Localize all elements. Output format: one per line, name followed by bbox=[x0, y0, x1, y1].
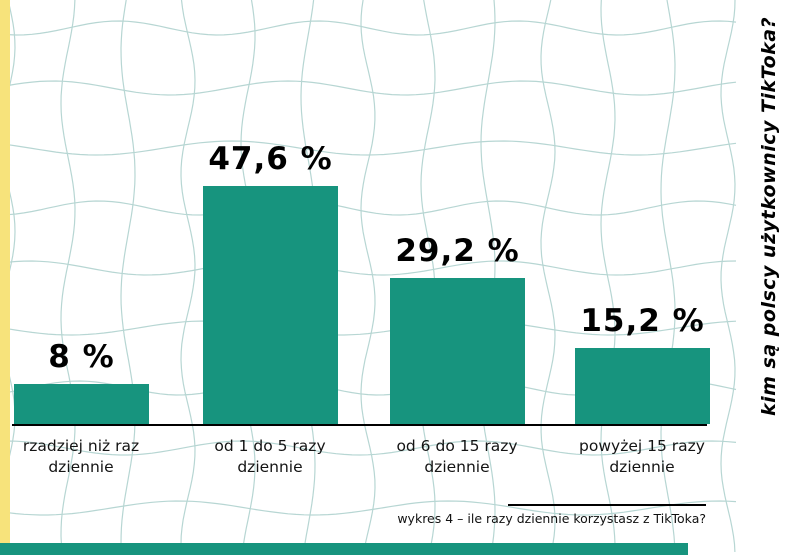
category-label-2: od 1 do 5 razy dziennie bbox=[214, 437, 326, 476]
value-label-4: 15,2 % bbox=[580, 303, 705, 339]
value-label-2: 47,6 % bbox=[208, 141, 333, 177]
bar-2 bbox=[203, 186, 338, 424]
chart-caption: wykres 4 – ile razy dziennie korzystasz … bbox=[397, 511, 706, 526]
value-label-1: 8 % bbox=[48, 339, 115, 375]
bar-1 bbox=[14, 384, 149, 424]
vertical-side-title: kim są polscy użytkownicy TikToka? bbox=[758, 16, 780, 416]
bar-4 bbox=[575, 348, 710, 424]
bar-column-2: 47,6 % bbox=[203, 141, 338, 424]
x-axis-line bbox=[12, 424, 707, 426]
bottom-accent-bar bbox=[0, 543, 688, 555]
category-label-1: rzadziej niż raz dziennie bbox=[22, 437, 140, 476]
bar-column-3: 29,2 % bbox=[390, 233, 525, 424]
bar-column-1: 8 % bbox=[14, 339, 149, 424]
bar-3 bbox=[390, 278, 525, 424]
bar-column-4: 15,2 % bbox=[575, 303, 710, 424]
left-accent-stripe bbox=[0, 0, 10, 555]
value-label-3: 29,2 % bbox=[395, 233, 520, 269]
wavy-grid-background bbox=[0, 0, 737, 553]
caption-rule bbox=[508, 504, 706, 506]
category-label-4: powyżej 15 razy dziennie bbox=[579, 437, 705, 476]
category-label-3: od 6 do 15 razy dziennie bbox=[396, 437, 518, 476]
